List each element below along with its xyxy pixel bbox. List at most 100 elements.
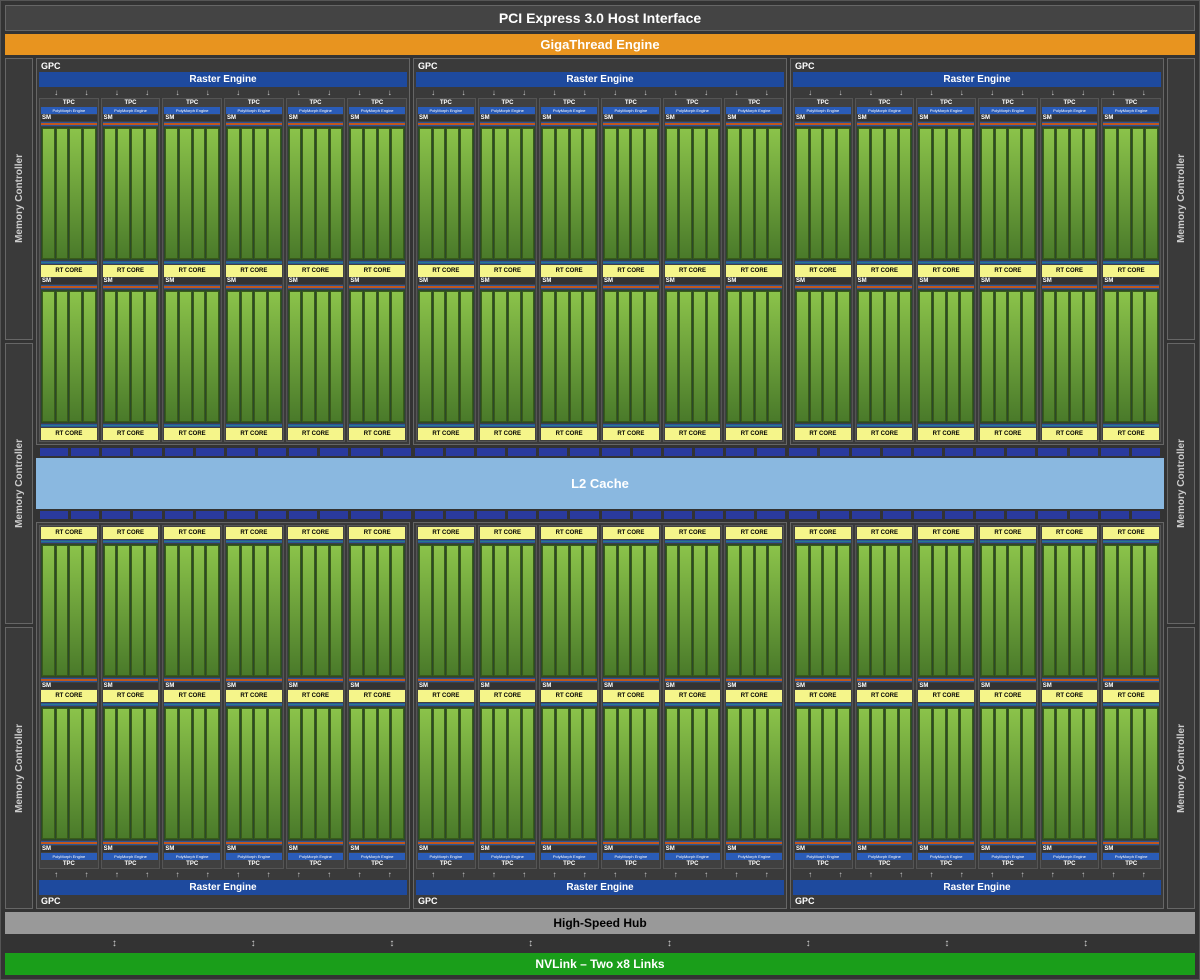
sm-block: RT CORESM <box>726 527 782 689</box>
nvlink-arrows: ↕↕↕↕↕↕↕↕ <box>5 937 1195 950</box>
rt-core: RT CORE <box>288 527 344 539</box>
rt-core: RT CORE <box>665 428 721 440</box>
rt-core: RT CORE <box>726 690 782 702</box>
rt-core: RT CORE <box>1103 428 1159 440</box>
rt-core: RT CORE <box>226 527 282 539</box>
sm-block: SMRT CORE <box>857 278 913 440</box>
l2-section: L2 Cache <box>36 448 1164 519</box>
high-speed-hub: High-Speed Hub <box>5 912 1195 934</box>
tpc: RT CORESMRT CORESMPolyMorph EngineTPC <box>478 525 538 869</box>
rt-core: RT CORE <box>795 690 851 702</box>
tpc: RT CORESMRT CORESMPolyMorph EngineTPC <box>416 525 476 869</box>
tpc: RT CORESMRT CORESMPolyMorph EngineTPC <box>855 525 915 869</box>
rt-core: RT CORE <box>288 265 344 277</box>
sm-block: SMRT CORE <box>349 278 405 440</box>
memory-controller: Memory Controller <box>1167 58 1195 340</box>
tpc: TPCPolyMorph EngineSMRT CORESMRT CORE <box>663 98 723 442</box>
sm-block: SMRT CORE <box>349 115 405 277</box>
rt-core: RT CORE <box>103 690 159 702</box>
memory-controller: Memory Controller <box>5 343 33 625</box>
tpc: TPCPolyMorph EngineSMRT CORESMRT CORE <box>101 98 161 442</box>
tpc: TPCPolyMorph EngineSMRT CORESMRT CORE <box>1040 98 1100 442</box>
rt-core: RT CORE <box>41 690 97 702</box>
tpc: TPCPolyMorph EngineSMRT CORESMRT CORE <box>224 98 284 442</box>
sm-block: RT CORESM <box>288 527 344 689</box>
rt-core: RT CORE <box>795 527 851 539</box>
gpc: GPCRaster Engine↓↓↓↓↓↓↓↓↓↓↓↓TPCPolyMorph… <box>790 58 1164 445</box>
rt-core: RT CORE <box>665 527 721 539</box>
sm-block: RT CORESM <box>226 690 282 852</box>
gpc: GPCRaster Engine↓↓↓↓↓↓↓↓↓↓↓↓TPCPolyMorph… <box>413 58 787 445</box>
gpc-row-bottom: RT CORESMRT CORESMPolyMorph EngineTPCRT … <box>36 522 1164 909</box>
sm-block: RT CORESM <box>349 527 405 689</box>
memory-controller: Memory Controller <box>5 627 33 909</box>
rt-core: RT CORE <box>480 690 536 702</box>
rt-core: RT CORE <box>41 265 97 277</box>
sm-block: SMRT CORE <box>164 115 220 277</box>
rt-core: RT CORE <box>480 428 536 440</box>
rt-core: RT CORE <box>1042 265 1098 277</box>
tpc: RT CORESMRT CORESMPolyMorph EngineTPC <box>539 525 599 869</box>
sm-block: SMRT CORE <box>480 115 536 277</box>
tpc: RT CORESMRT CORESMPolyMorph EngineTPC <box>1040 525 1100 869</box>
rt-core: RT CORE <box>541 527 597 539</box>
rt-core: RT CORE <box>349 690 405 702</box>
sm-block: SMRT CORE <box>288 278 344 440</box>
center-area: GPCRaster Engine↓↓↓↓↓↓↓↓↓↓↓↓TPCPolyMorph… <box>36 58 1164 909</box>
l2-dots-top <box>36 448 1164 456</box>
sm-block: RT CORESM <box>288 690 344 852</box>
sm-block: RT CORESM <box>103 690 159 852</box>
sm-block: SMRT CORE <box>1042 115 1098 277</box>
tpc: TPCPolyMorph EngineSMRT CORESMRT CORE <box>855 98 915 442</box>
tpc: TPCPolyMorph EngineSMRT CORESMRT CORE <box>286 98 346 442</box>
sm-block: SMRT CORE <box>795 115 851 277</box>
tpc: TPCPolyMorph EngineSMRT CORESMRT CORE <box>478 98 538 442</box>
sm-block: RT CORESM <box>603 527 659 689</box>
sm-block: SMRT CORE <box>857 115 913 277</box>
rt-core: RT CORE <box>918 527 974 539</box>
pci-interface: PCI Express 3.0 Host Interface <box>5 5 1195 31</box>
tpc: RT CORESMRT CORESMPolyMorph EngineTPC <box>916 525 976 869</box>
gpc: RT CORESMRT CORESMPolyMorph EngineTPCRT … <box>36 522 410 909</box>
tpc: RT CORESMRT CORESMPolyMorph EngineTPC <box>224 525 284 869</box>
tpc: RT CORESMRT CORESMPolyMorph EngineTPC <box>101 525 161 869</box>
sm-block: RT CORESM <box>349 690 405 852</box>
sm-block: SMRT CORE <box>541 115 597 277</box>
sm-block: SMRT CORE <box>665 278 721 440</box>
sm-block: SMRT CORE <box>980 278 1036 440</box>
nvlink: NVLink – Two x8 Links <box>5 953 1195 975</box>
sm-block: SMRT CORE <box>603 115 659 277</box>
sm-block: SMRT CORE <box>226 115 282 277</box>
rt-core: RT CORE <box>418 265 474 277</box>
rt-core: RT CORE <box>41 527 97 539</box>
rt-core: RT CORE <box>918 428 974 440</box>
rt-core: RT CORE <box>980 690 1036 702</box>
tpc: TPCPolyMorph EngineSMRT CORESMRT CORE <box>724 98 784 442</box>
l2-cache: L2 Cache <box>36 458 1164 509</box>
sm-block: RT CORESM <box>980 527 1036 689</box>
rt-core: RT CORE <box>103 265 159 277</box>
sm-block: RT CORESM <box>1042 527 1098 689</box>
rt-core: RT CORE <box>541 428 597 440</box>
rt-core: RT CORE <box>665 690 721 702</box>
rt-core: RT CORE <box>480 265 536 277</box>
rt-core: RT CORE <box>1042 428 1098 440</box>
rt-core: RT CORE <box>288 428 344 440</box>
tpc: TPCPolyMorph EngineSMRT CORESMRT CORE <box>162 98 222 442</box>
rt-core: RT CORE <box>980 527 1036 539</box>
sm-block: SMRT CORE <box>726 115 782 277</box>
sm-block: RT CORESM <box>226 527 282 689</box>
tpc: RT CORESMRT CORESMPolyMorph EngineTPC <box>663 525 723 869</box>
sm-block: RT CORESM <box>480 527 536 689</box>
rt-core: RT CORE <box>603 265 659 277</box>
gpu-block-diagram: PCI Express 3.0 Host Interface GigaThrea… <box>0 0 1200 980</box>
gpc-row-top: GPCRaster Engine↓↓↓↓↓↓↓↓↓↓↓↓TPCPolyMorph… <box>36 58 1164 445</box>
sm-block: RT CORESM <box>103 527 159 689</box>
sm-block: RT CORESM <box>1042 690 1098 852</box>
tpc: RT CORESMRT CORESMPolyMorph EngineTPC <box>1101 525 1161 869</box>
sm-block: SMRT CORE <box>795 278 851 440</box>
sm-block: RT CORESM <box>480 690 536 852</box>
sm-block: SMRT CORE <box>288 115 344 277</box>
rt-core: RT CORE <box>164 527 220 539</box>
rt-core: RT CORE <box>603 428 659 440</box>
